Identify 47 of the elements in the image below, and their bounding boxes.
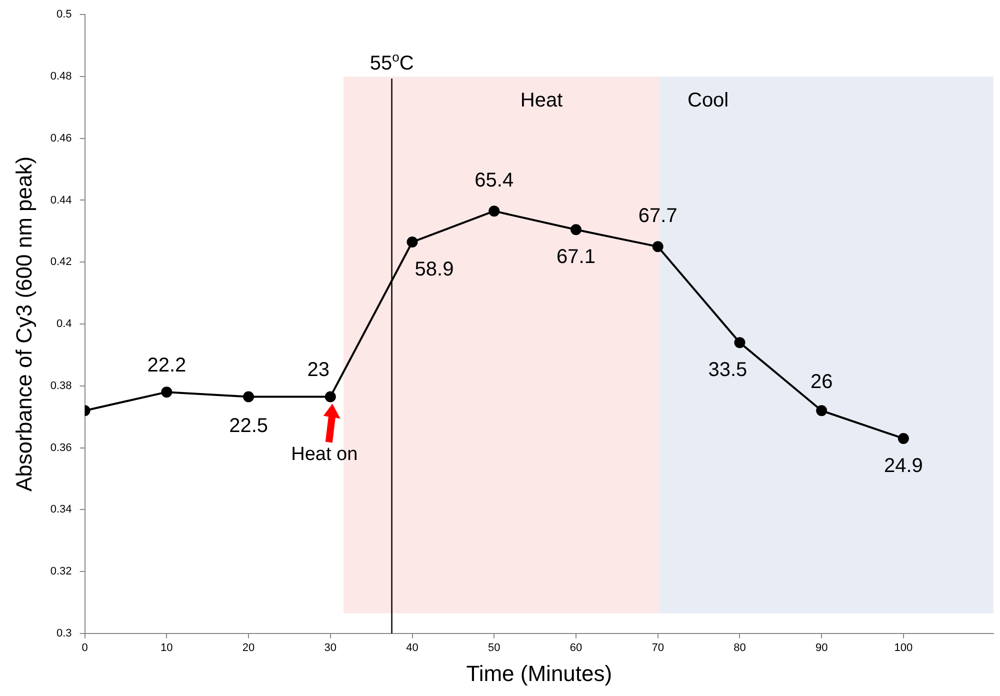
x-tick-label: 20 xyxy=(242,642,255,654)
point xyxy=(570,224,582,236)
x-tick-label: 90 xyxy=(815,642,828,654)
y-tick-label: 0.42 xyxy=(50,256,72,268)
x-tick-label: 60 xyxy=(570,642,582,654)
annotation: 22.5 xyxy=(229,415,268,438)
x-tick-label: 70 xyxy=(652,642,664,654)
y-tick-label: 0.4 xyxy=(56,318,72,330)
y-tick-label: 0.5 xyxy=(56,8,72,21)
annotation: 65.4 xyxy=(474,170,514,192)
y-tick-label: 0.44 xyxy=(50,194,72,206)
annotation: 33.5 xyxy=(708,359,748,382)
point xyxy=(406,236,418,248)
y-axis-title: Absorbance of Cy3 (600 nm peak) xyxy=(11,156,36,492)
x-tick-label: 40 xyxy=(406,642,418,654)
annotation: 26 xyxy=(810,371,833,394)
point xyxy=(816,405,828,416)
point xyxy=(652,241,664,252)
x-tick-label: 10 xyxy=(160,642,173,654)
point xyxy=(161,386,172,398)
point xyxy=(898,432,909,444)
x-tick-label: 0 xyxy=(82,642,88,654)
annotation: 67.7 xyxy=(638,205,678,228)
x-tick-label: 50 xyxy=(488,642,500,654)
annotation: 24.9 xyxy=(884,454,923,477)
point xyxy=(734,337,746,348)
annotation: Heat on xyxy=(291,444,358,465)
annotation: 58.9 xyxy=(414,258,454,281)
y-tick-label: 0.46 xyxy=(50,132,72,144)
x-tick-label: 100 xyxy=(894,642,913,654)
point xyxy=(243,391,254,402)
annotation: 23 xyxy=(307,359,330,382)
y-tick-label: 0.34 xyxy=(50,504,72,516)
annotation: 67.1 xyxy=(556,246,596,268)
x-tick-label: 30 xyxy=(324,642,337,654)
y-tick-label: 0.3 xyxy=(56,627,72,640)
x-axis-title: Time (Minutes) xyxy=(466,660,612,686)
point xyxy=(324,391,336,402)
annotation: 22.2 xyxy=(147,354,186,377)
y-tick-label: 0.38 xyxy=(50,380,72,392)
band-label: Heat xyxy=(520,90,564,112)
band-label: Cool xyxy=(687,90,729,112)
x-tick-label: 80 xyxy=(734,642,746,654)
y-tick-label: 0.48 xyxy=(50,70,72,83)
point xyxy=(488,206,500,217)
y-tick-label: 0.36 xyxy=(50,442,72,454)
y-tick-label: 0.32 xyxy=(50,566,72,578)
